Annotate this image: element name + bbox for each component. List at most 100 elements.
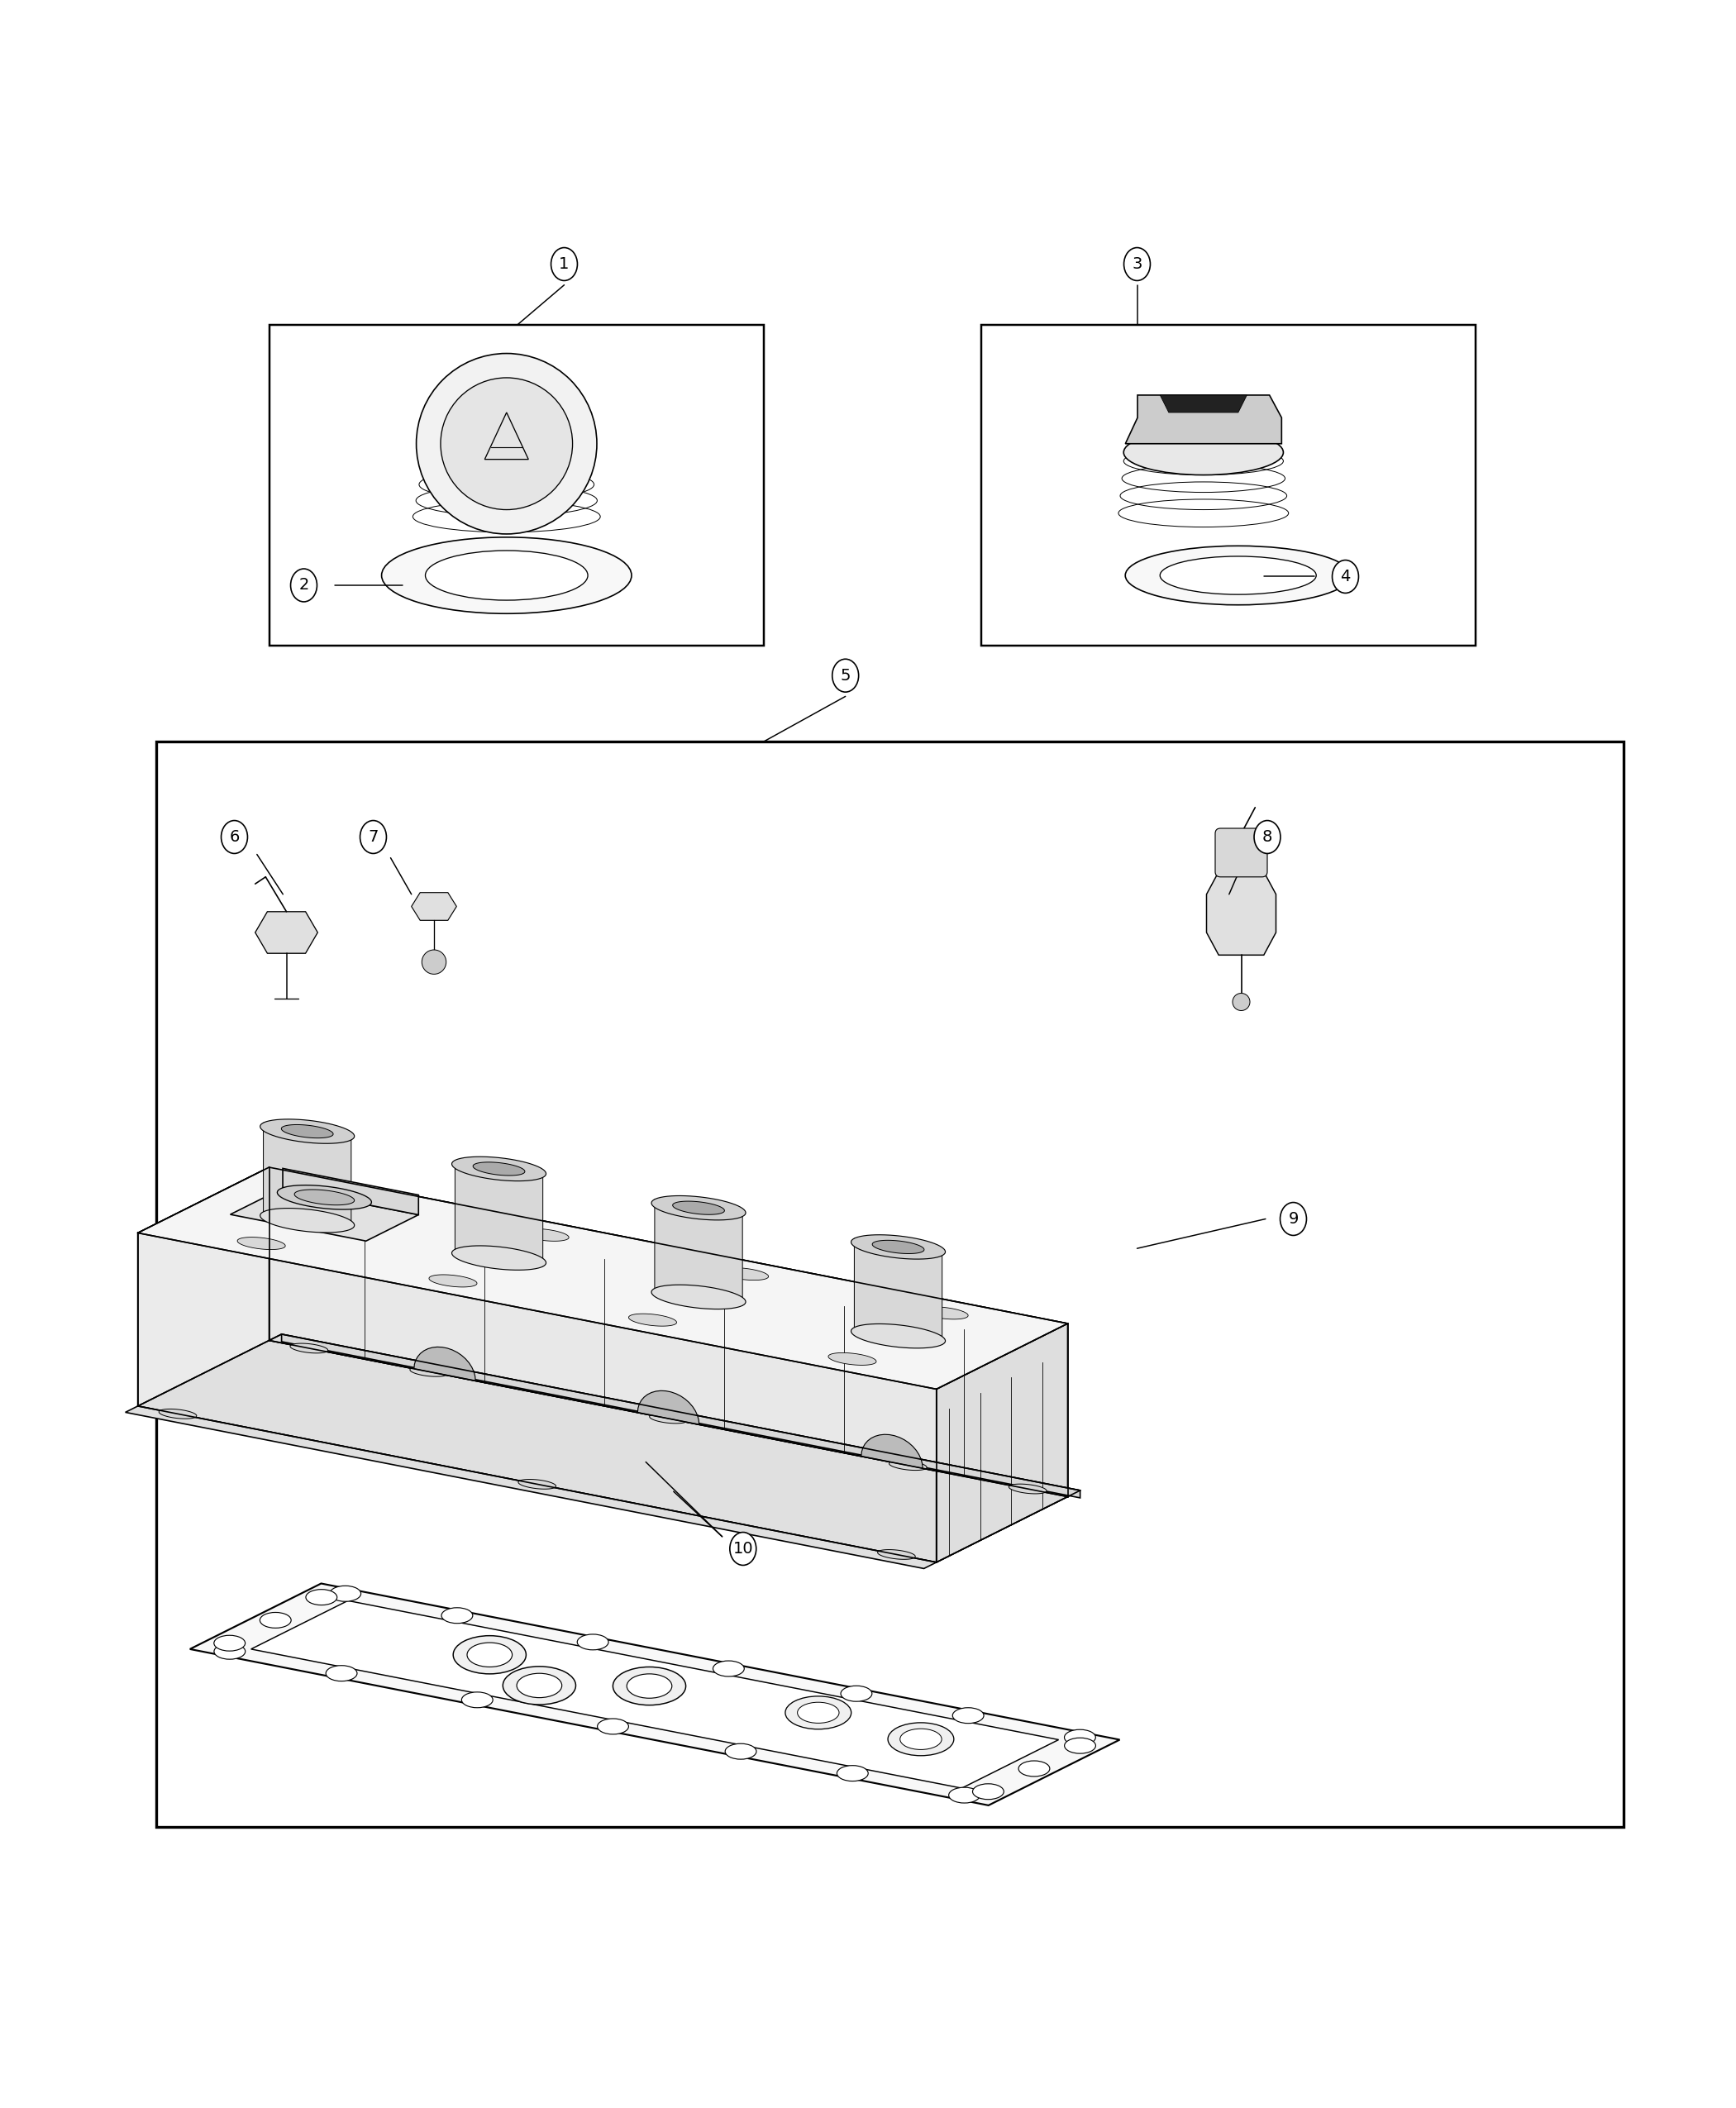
Ellipse shape — [832, 660, 859, 691]
Polygon shape — [936, 1324, 1068, 1562]
Text: 8: 8 — [1262, 828, 1272, 845]
Polygon shape — [264, 1124, 351, 1229]
Ellipse shape — [726, 1743, 757, 1760]
Polygon shape — [238, 1237, 285, 1250]
Polygon shape — [137, 1341, 1068, 1562]
Polygon shape — [720, 1267, 769, 1280]
Ellipse shape — [326, 1665, 358, 1682]
Ellipse shape — [613, 1667, 686, 1705]
Ellipse shape — [214, 1644, 245, 1659]
Polygon shape — [281, 1334, 1080, 1499]
Polygon shape — [854, 1237, 943, 1345]
Polygon shape — [255, 911, 318, 953]
Polygon shape — [878, 1549, 915, 1560]
Circle shape — [1233, 993, 1250, 1010]
Polygon shape — [260, 1208, 354, 1233]
Ellipse shape — [627, 1674, 672, 1699]
Ellipse shape — [330, 1585, 361, 1602]
Polygon shape — [637, 1391, 700, 1425]
Polygon shape — [521, 1229, 569, 1242]
Circle shape — [441, 377, 573, 510]
Polygon shape — [651, 1195, 746, 1221]
Polygon shape — [231, 1189, 418, 1242]
Ellipse shape — [785, 1697, 851, 1729]
Polygon shape — [295, 1189, 354, 1206]
Text: 2: 2 — [299, 578, 309, 592]
Polygon shape — [281, 1126, 333, 1138]
Ellipse shape — [467, 1642, 512, 1667]
Polygon shape — [649, 1414, 687, 1423]
Ellipse shape — [1064, 1729, 1095, 1745]
Text: 5: 5 — [840, 668, 851, 683]
FancyBboxPatch shape — [1215, 828, 1267, 877]
Ellipse shape — [1123, 247, 1151, 280]
Ellipse shape — [382, 538, 632, 613]
Polygon shape — [519, 1480, 556, 1488]
Ellipse shape — [899, 1729, 941, 1750]
Polygon shape — [472, 1162, 524, 1176]
Polygon shape — [330, 1191, 377, 1204]
Ellipse shape — [972, 1783, 1003, 1800]
Text: 3: 3 — [1132, 257, 1142, 272]
Bar — [981, 325, 1476, 645]
Ellipse shape — [1123, 430, 1283, 474]
Polygon shape — [283, 1168, 418, 1214]
Text: 9: 9 — [1288, 1212, 1299, 1227]
Ellipse shape — [462, 1693, 493, 1707]
Polygon shape — [252, 1600, 1059, 1788]
Polygon shape — [1125, 394, 1281, 443]
Polygon shape — [1160, 394, 1246, 413]
Polygon shape — [413, 1347, 476, 1381]
Ellipse shape — [1332, 561, 1359, 592]
Polygon shape — [269, 1334, 1080, 1497]
Ellipse shape — [887, 1722, 953, 1756]
Bar — [269, 325, 764, 645]
Polygon shape — [672, 1202, 724, 1214]
Text: 6: 6 — [229, 828, 240, 845]
Ellipse shape — [425, 550, 589, 601]
Circle shape — [417, 354, 597, 533]
Polygon shape — [628, 1313, 677, 1326]
Ellipse shape — [729, 1533, 757, 1566]
Polygon shape — [189, 1583, 1120, 1804]
Ellipse shape — [1279, 1202, 1307, 1235]
Ellipse shape — [797, 1703, 838, 1722]
Polygon shape — [137, 1233, 936, 1562]
Polygon shape — [889, 1461, 927, 1469]
Polygon shape — [429, 1275, 477, 1288]
Ellipse shape — [220, 820, 248, 854]
Ellipse shape — [1160, 557, 1316, 594]
Polygon shape — [861, 1433, 924, 1469]
Polygon shape — [410, 1366, 448, 1377]
Ellipse shape — [359, 820, 387, 854]
Text: 10: 10 — [733, 1541, 753, 1556]
Ellipse shape — [260, 1613, 292, 1627]
Polygon shape — [411, 892, 457, 921]
Ellipse shape — [1253, 820, 1281, 854]
Ellipse shape — [550, 247, 578, 280]
Polygon shape — [260, 1119, 354, 1143]
Ellipse shape — [953, 1707, 984, 1724]
Polygon shape — [137, 1168, 1068, 1389]
Polygon shape — [269, 1168, 1068, 1497]
Ellipse shape — [290, 569, 318, 601]
Polygon shape — [828, 1353, 877, 1366]
Polygon shape — [160, 1408, 196, 1419]
Polygon shape — [1009, 1484, 1047, 1495]
Polygon shape — [290, 1343, 328, 1353]
Polygon shape — [851, 1235, 946, 1258]
Polygon shape — [451, 1157, 547, 1180]
Ellipse shape — [306, 1589, 337, 1604]
Ellipse shape — [1019, 1760, 1050, 1777]
Ellipse shape — [1064, 1737, 1095, 1754]
Polygon shape — [125, 1406, 936, 1568]
Ellipse shape — [517, 1674, 562, 1697]
Ellipse shape — [576, 1634, 609, 1651]
Text: 1: 1 — [559, 257, 569, 272]
Ellipse shape — [453, 1636, 526, 1674]
Polygon shape — [651, 1284, 746, 1309]
Ellipse shape — [1125, 546, 1351, 605]
Ellipse shape — [503, 1667, 576, 1705]
Ellipse shape — [837, 1767, 868, 1781]
Ellipse shape — [441, 1608, 472, 1623]
